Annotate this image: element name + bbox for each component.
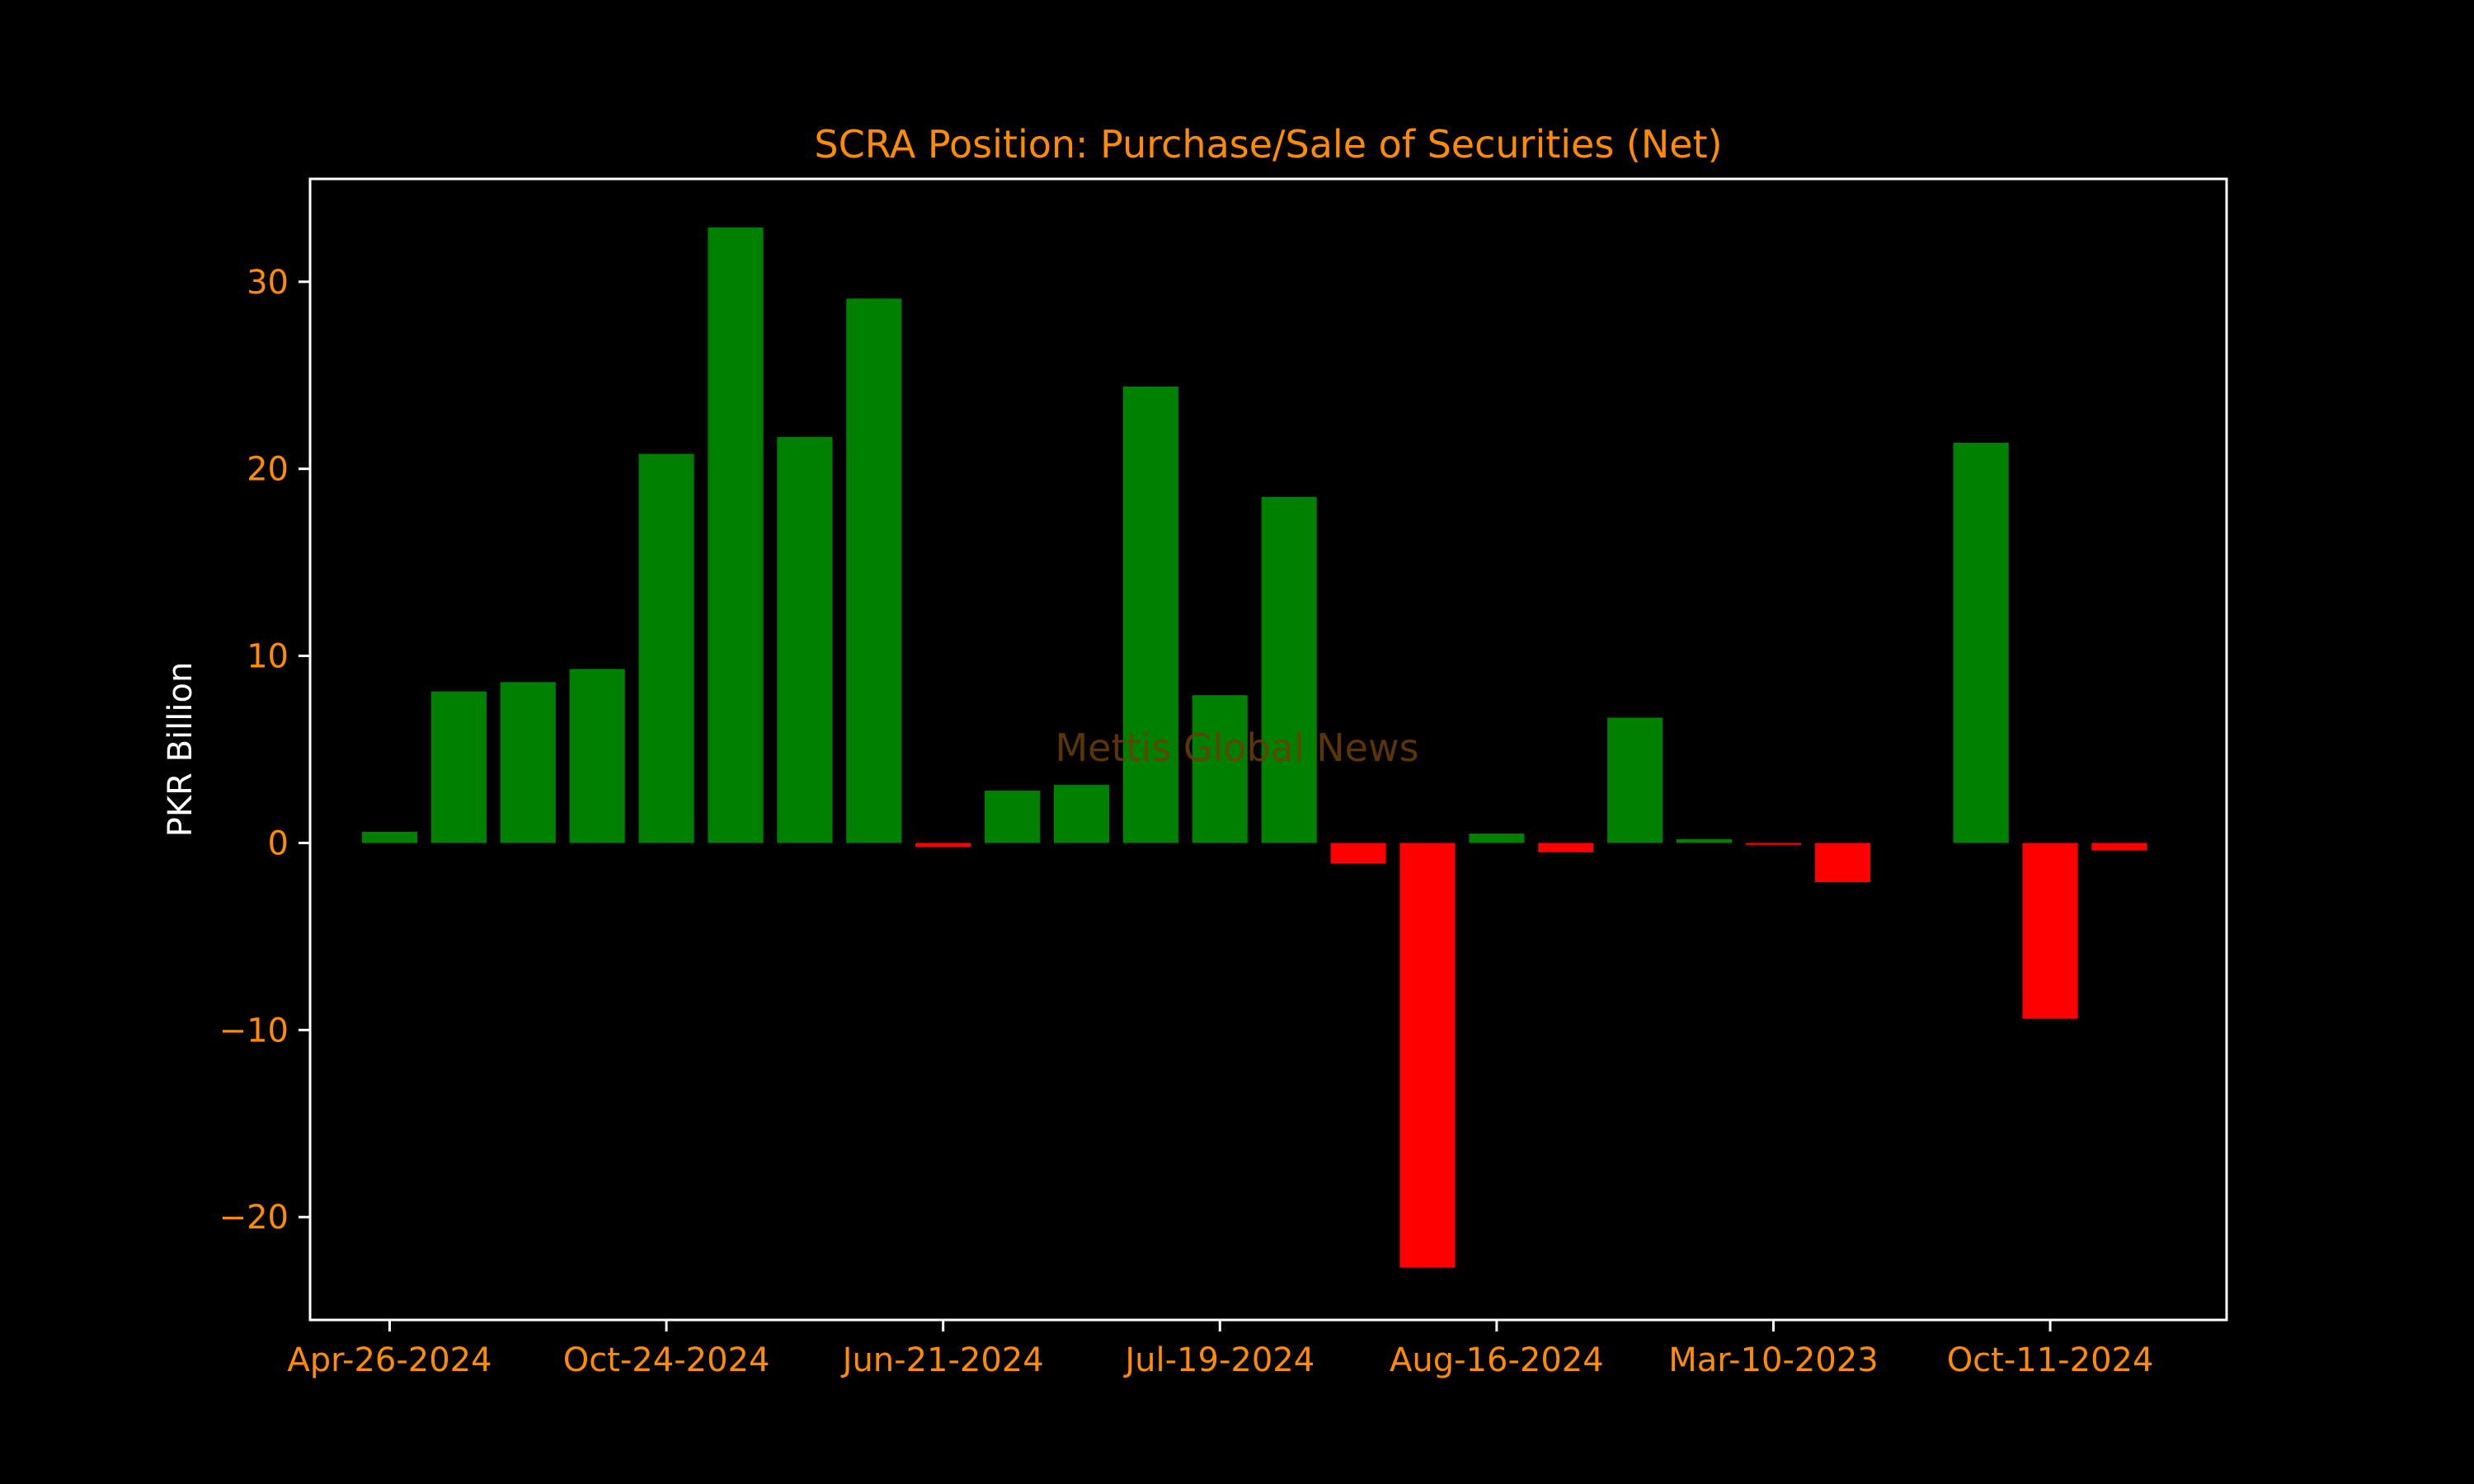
bars xyxy=(361,227,2147,1268)
bar xyxy=(1607,717,1663,843)
y-axis-ticks: −20 −10 0 10 20 30 xyxy=(219,264,310,1237)
watermark: Mettis Global News xyxy=(1055,726,1418,770)
y-tick-label: 10 xyxy=(247,638,289,676)
bar xyxy=(1261,496,1317,843)
bar xyxy=(1745,843,1802,845)
x-tick-label: Oct-24-2024 xyxy=(563,1341,770,1379)
bar xyxy=(777,437,833,843)
bar xyxy=(500,682,556,843)
bar xyxy=(2022,843,2078,1019)
bar xyxy=(846,298,902,843)
bar xyxy=(1814,843,1870,883)
bar xyxy=(2091,843,2147,851)
x-tick-label: Aug-16-2024 xyxy=(1390,1341,1604,1379)
chart-title: SCRA Position: Purchase/Sale of Securiti… xyxy=(814,122,1722,167)
bar xyxy=(915,843,971,847)
x-tick-label: Jul-19-2024 xyxy=(1122,1341,1315,1379)
bar xyxy=(1677,838,1733,843)
x-tick-label: Jun-21-2024 xyxy=(840,1341,1044,1379)
y-axis-label: PKR Billion xyxy=(162,662,200,838)
bar xyxy=(1053,785,1110,843)
y-tick-label: −10 xyxy=(219,1012,289,1050)
x-tick-label: Mar-10-2023 xyxy=(1668,1341,1878,1379)
bar xyxy=(1122,386,1178,843)
x-axis-ticks: Apr-26-2024 Oct-24-2024 Jun-21-2024 Jul-19-… xyxy=(287,1320,2153,1379)
y-tick-label: 20 xyxy=(247,451,289,489)
y-tick-label: 30 xyxy=(247,264,289,302)
y-tick-label: −20 xyxy=(219,1199,289,1237)
bar xyxy=(430,691,487,843)
bar xyxy=(1399,843,1456,1268)
bar xyxy=(1953,442,2009,843)
bar xyxy=(985,790,1041,843)
bar xyxy=(1330,843,1386,864)
plot-frame xyxy=(308,177,2228,1322)
bar xyxy=(361,831,418,843)
bar xyxy=(638,453,694,843)
x-tick-label: Oct-11-2024 xyxy=(1947,1341,2154,1379)
bar xyxy=(1538,843,1594,852)
x-tick-label: Apr-26-2024 xyxy=(287,1341,492,1379)
y-tick-label: 0 xyxy=(268,824,289,862)
bar xyxy=(708,227,764,843)
bar xyxy=(569,669,625,843)
bar xyxy=(1192,695,1248,843)
bar xyxy=(1469,834,1525,843)
